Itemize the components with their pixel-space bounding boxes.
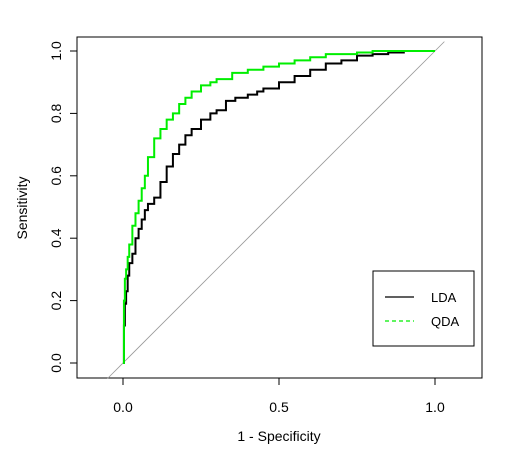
- x-axis-label: 1 - Specificity: [237, 428, 320, 444]
- legend: LDA QDA: [372, 270, 475, 347]
- y-axis-label: Sensitivity: [14, 176, 30, 239]
- y-tick-label: 0.2: [48, 291, 64, 311]
- roc-curve-qda: [122, 50, 435, 364]
- y-tick-label: 0.8: [48, 103, 64, 123]
- x-tick-label: 1.0: [425, 399, 445, 415]
- x-tick-label: 0.5: [269, 399, 289, 415]
- legend-qda-label: QDA: [431, 314, 460, 329]
- x-tick-label: 0.0: [113, 399, 133, 415]
- y-tick-label: 0.4: [48, 228, 64, 248]
- legend-lda-label: LDA: [431, 290, 457, 305]
- y-tick-label: 0.6: [48, 166, 64, 186]
- reference-diagonal: [107, 41, 445, 379]
- y-tick-label: 0.0: [48, 353, 64, 373]
- legend-box: [372, 270, 475, 347]
- y-tick-label: 1.0: [48, 41, 64, 61]
- roc-curve-lda: [122, 50, 435, 364]
